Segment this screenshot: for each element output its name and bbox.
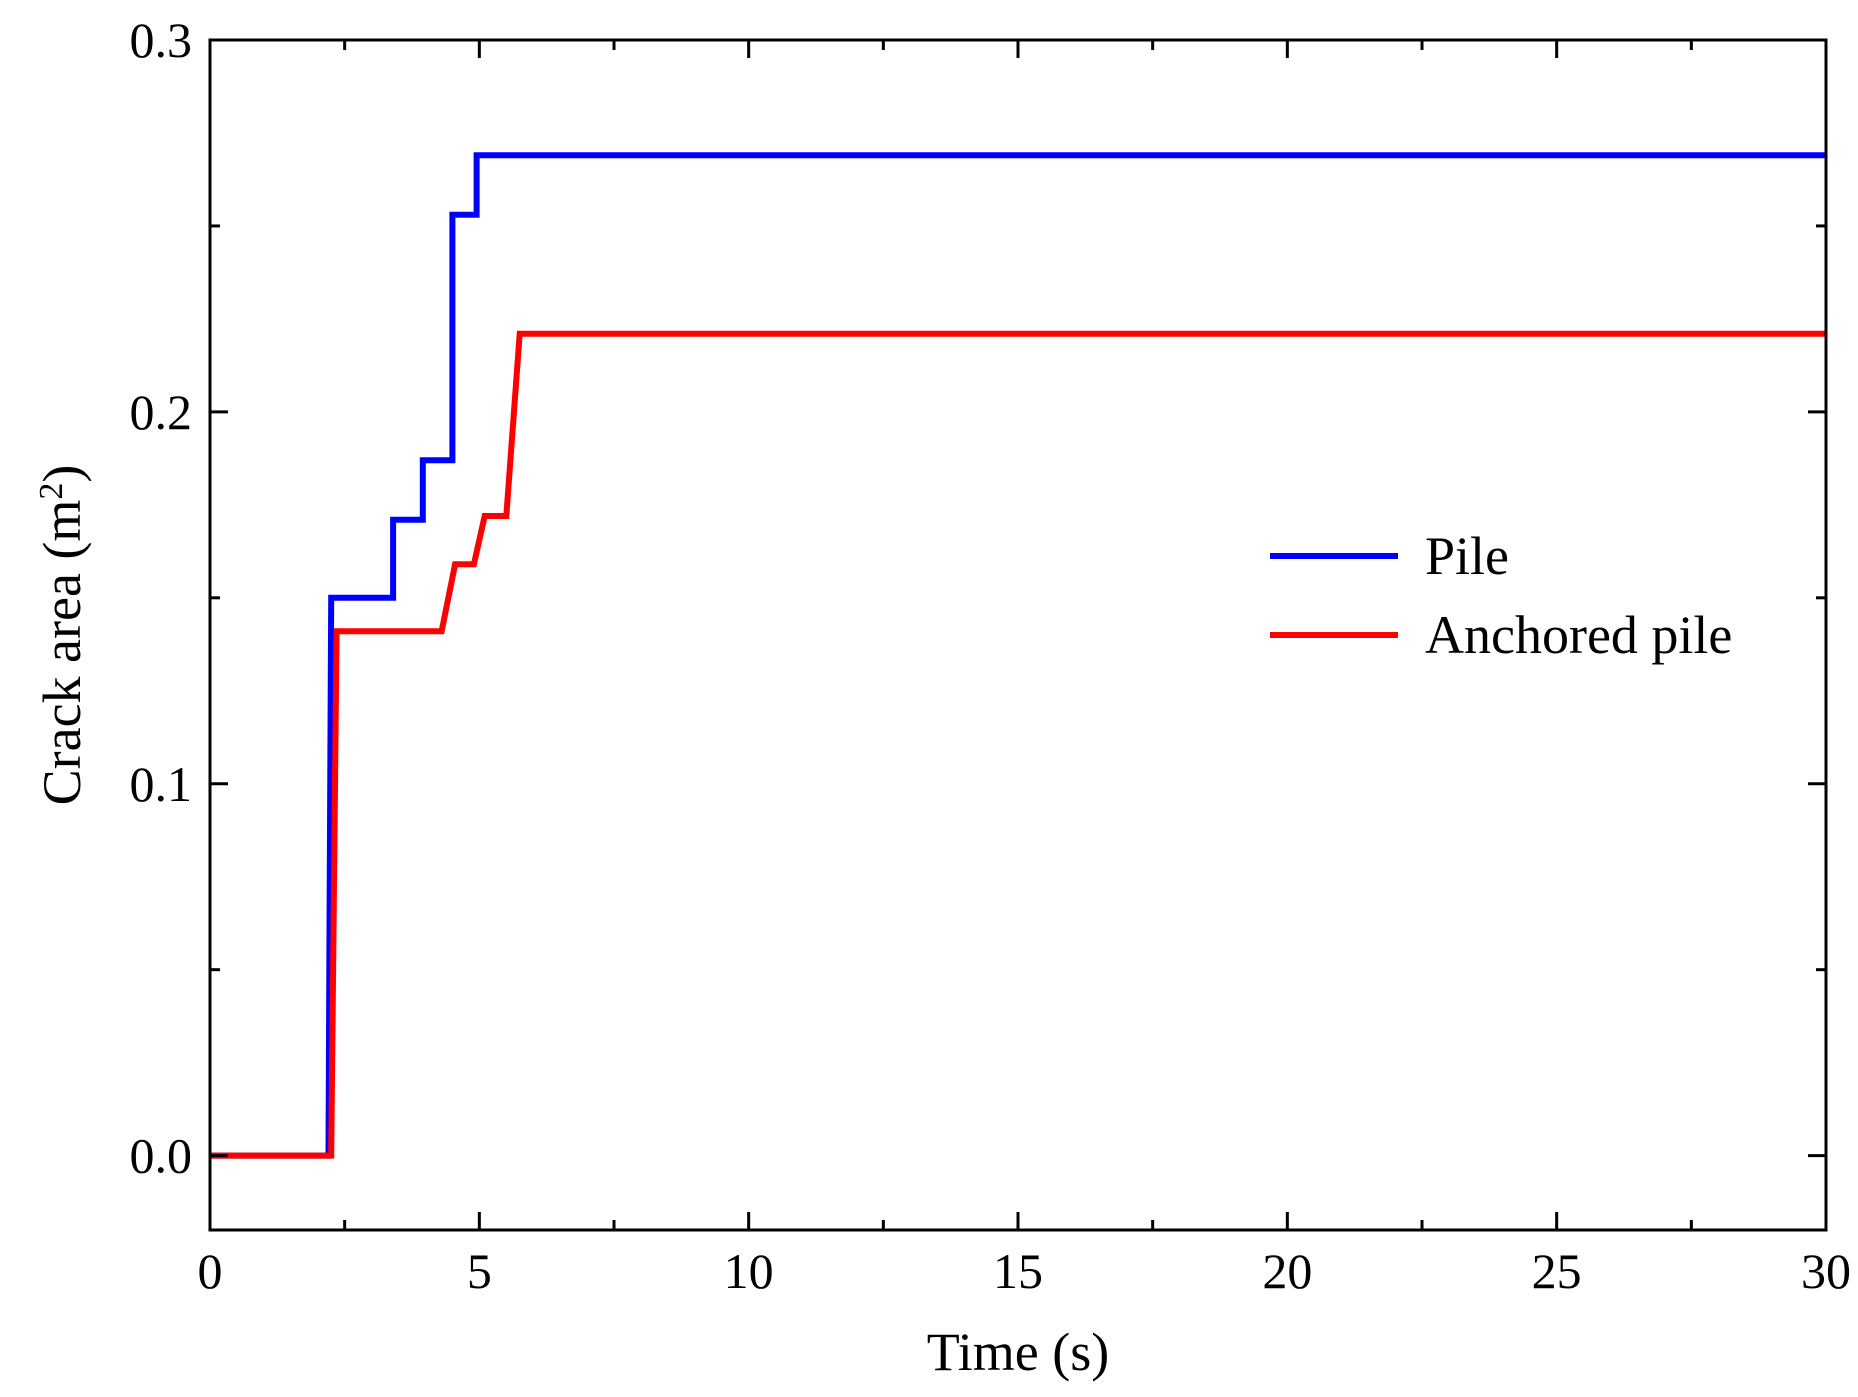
axis-ticks [208, 38, 1828, 1230]
y-tick-label: 0.2 [130, 384, 193, 440]
x-tick-label: 25 [1532, 1243, 1582, 1299]
y-axis-title-prefix: Crack area (m [32, 500, 92, 806]
series-line-anchored-pile [210, 330, 1826, 1159]
series-lines [210, 152, 1826, 1159]
x-tick-label: 15 [993, 1243, 1043, 1299]
x-tick-label: 5 [467, 1243, 492, 1299]
legend: Pile Anchored pile [1270, 526, 1732, 665]
y-tick-label: 0.3 [130, 12, 193, 68]
y-axis-title-superscript: 2 [33, 483, 70, 500]
legend-label-anchored-pile: Anchored pile [1425, 605, 1732, 665]
y-axis-title-suffix: ) [32, 465, 92, 483]
y-axis-title: Crack area (m2) [32, 465, 92, 806]
series-line-pile [210, 152, 1826, 1159]
y-tick-label: 0.0 [130, 1128, 193, 1184]
x-tick-label: 10 [724, 1243, 774, 1299]
y-tick-label: 0.1 [130, 756, 193, 812]
axis-tick-labels: 0 5 10 15 20 25 30 0.0 0.1 0.2 0.3 [130, 12, 1852, 1299]
x-tick-label: 30 [1801, 1243, 1851, 1299]
legend-label-pile: Pile [1425, 526, 1509, 586]
x-tick-label: 0 [198, 1243, 223, 1299]
x-axis-title: Time (s) [927, 1322, 1110, 1382]
x-tick-label: 20 [1262, 1243, 1312, 1299]
